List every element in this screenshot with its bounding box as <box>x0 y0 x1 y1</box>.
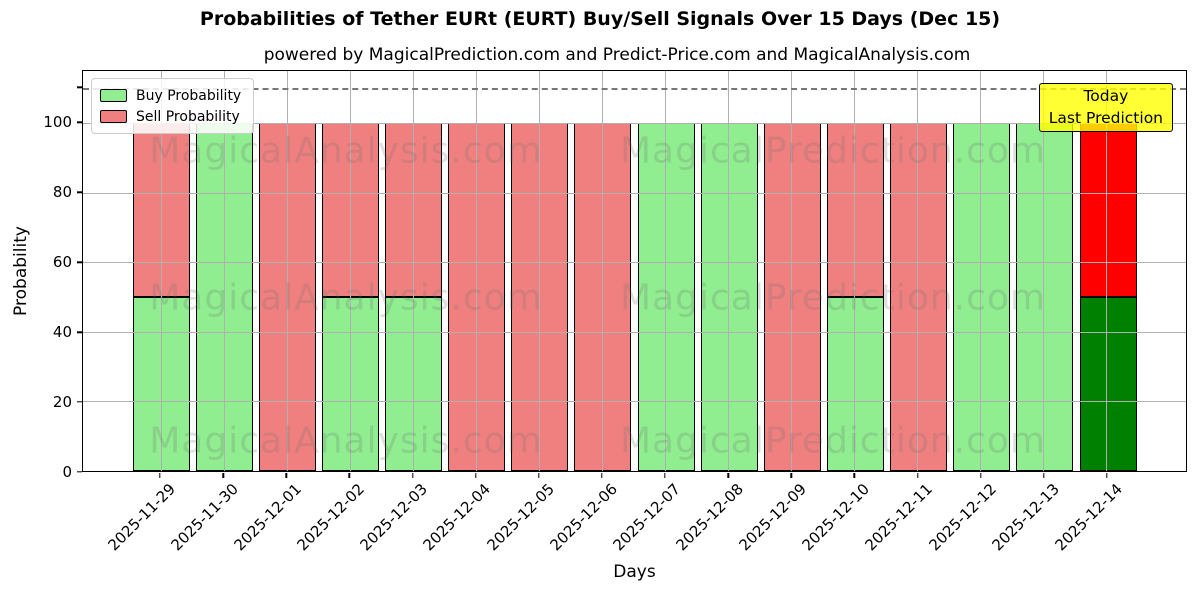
legend-item: Sell Probability <box>100 106 241 127</box>
v-gridline <box>475 71 477 471</box>
x-tick-label: 2025-12-06 <box>546 480 621 555</box>
x-tick-mark <box>1106 473 1108 478</box>
x-tick-mark <box>664 473 666 478</box>
bar-segment-buy <box>1079 297 1137 471</box>
y-tick-mark <box>77 191 82 194</box>
x-tick-mark <box>285 473 287 478</box>
x-tick-label: 2025-12-13 <box>988 480 1063 555</box>
v-gridline <box>980 71 982 471</box>
x-tick-label: 2025-12-09 <box>735 480 811 555</box>
bar-segment-buy <box>953 123 1011 471</box>
x-tick-label: 2025-12-07 <box>609 480 684 555</box>
chart-title: Probabilities of Tether EURt (EURT) Buy/… <box>199 8 1001 30</box>
v-gridline <box>601 71 603 471</box>
x-tick-label: 2025-12-05 <box>483 480 558 555</box>
v-gridline <box>665 71 666 471</box>
x-axis-label: Days <box>613 562 656 582</box>
bar-segment-buy <box>700 123 758 471</box>
bar-segment-buy <box>1016 123 1074 471</box>
y-tick-mark <box>77 86 82 89</box>
today-annotation: Today Last Prediction <box>1038 83 1173 133</box>
h-gridline <box>83 401 1186 403</box>
x-tick-mark <box>916 473 919 478</box>
v-gridline <box>160 71 162 471</box>
y-axis: 0 20 40 60 80 100 <box>0 70 82 481</box>
x-axis-ticks <box>82 473 1187 479</box>
x-tick-label: 2025-12-02 <box>293 480 369 555</box>
y-tick-label: 20 <box>52 393 72 412</box>
legend-label: Buy Probability <box>136 87 242 104</box>
x-tick-mark <box>980 473 982 478</box>
h-gridline <box>83 123 1186 125</box>
x-tick-label: 2025-12-10 <box>798 480 874 555</box>
x-tick-mark <box>727 473 729 478</box>
threshold-dashed-line <box>83 88 1186 91</box>
x-tick-mark <box>222 473 224 478</box>
grid-layer <box>83 71 1186 471</box>
y-tick-label: 100 <box>43 113 72 132</box>
v-gridline <box>349 71 351 471</box>
x-tick-mark <box>159 473 161 478</box>
v-gridline <box>854 71 856 471</box>
today-annotation-line2: Last Prediction <box>1048 108 1163 127</box>
legend-swatch <box>100 89 127 102</box>
x-tick-label: 2025-12-12 <box>925 480 1000 555</box>
x-tick-mark <box>1043 473 1045 478</box>
x-axis-labels: 2025-11-29 2025-11-30 2025-12-01 2025-12-02… <box>82 480 1187 570</box>
x-tick-mark <box>474 473 477 478</box>
bar-segment-buy <box>637 123 695 471</box>
legend-label: Sell Probability <box>136 108 240 125</box>
x-tick-label: 2025-12-11 <box>861 480 937 555</box>
y-tick-mark <box>77 121 82 124</box>
y-tick-label: 60 <box>52 253 72 272</box>
legend-item: Buy Probability <box>100 85 241 106</box>
chart-subtitle: powered by MagicalPrediction.com and Pre… <box>263 45 971 65</box>
h-gridline <box>83 192 1186 194</box>
bar-segment-sell <box>1079 123 1137 298</box>
v-gridline <box>286 71 288 471</box>
y-tick-label: 40 <box>52 323 72 342</box>
legend: Buy Probability Sell Probability <box>91 78 255 134</box>
x-tick-mark <box>411 473 414 478</box>
v-gridline <box>412 71 414 471</box>
v-gridline <box>223 71 225 471</box>
v-gridline <box>917 71 919 471</box>
v-gridline <box>791 71 793 471</box>
y-tick-mark <box>77 331 82 333</box>
bar-segment-sell <box>890 123 948 471</box>
bar-segment-sell <box>763 123 821 471</box>
x-tick-label: 2025-12-04 <box>420 480 495 555</box>
y-tick-label: 0 <box>62 463 72 481</box>
x-tick-label: 2025-11-30 <box>167 480 242 555</box>
x-tick-mark <box>538 473 540 478</box>
y-tick-label: 80 <box>52 183 72 202</box>
x-tick-label: 2025-11-29 <box>104 480 179 555</box>
legend-swatch <box>100 110 127 123</box>
h-gridline <box>83 331 1186 333</box>
x-tick-label: 2025-12-01 <box>230 480 306 555</box>
x-tick-mark <box>348 473 351 478</box>
y-tick-mark <box>77 471 82 473</box>
x-tick-mark <box>853 473 856 478</box>
bar-segment-buy <box>826 297 884 471</box>
v-gridline <box>1106 71 1108 471</box>
y-tick-mark <box>77 261 82 263</box>
bar-segment-sell <box>826 123 884 298</box>
x-tick-label: 2025-12-14 <box>1051 480 1126 555</box>
x-tick-label: 2025-12-08 <box>672 480 747 555</box>
v-gridline <box>1043 71 1045 471</box>
h-gridline <box>83 262 1186 264</box>
y-tick-mark <box>77 401 82 403</box>
v-gridline <box>538 71 540 471</box>
legend-items: Buy Probability Sell Probability <box>100 85 241 127</box>
today-annotation-line1: Today <box>1083 87 1129 105</box>
plot-area: MagicalAnalysis.com MagicalPrediction.com… <box>82 70 1187 472</box>
x-tick-mark <box>601 473 603 478</box>
x-tick-mark <box>790 473 793 478</box>
v-gridline <box>728 71 730 471</box>
